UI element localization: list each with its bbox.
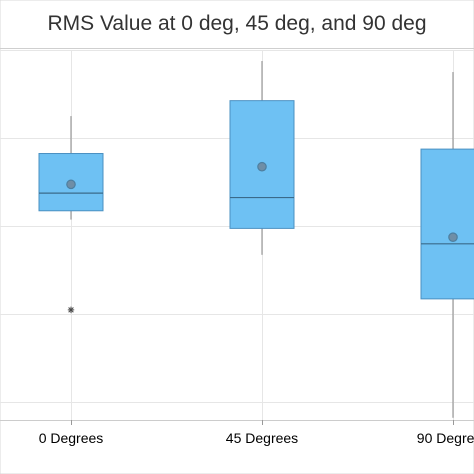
x-tick-label-1: 45 Degrees [226, 430, 298, 446]
mean-marker-2 [448, 232, 458, 243]
box-2 [420, 148, 474, 300]
x-tick-layer: 0 Degrees 45 Degrees 90 Degrees [39, 420, 474, 446]
outlier-marker-0-0 [67, 306, 75, 314]
box-group-2 [420, 72, 474, 418]
box-group-1 [229, 61, 295, 255]
mean-marker-1 [257, 161, 267, 172]
outlier-stroke-d2 [68, 307, 74, 313]
box-group-0 [38, 116, 104, 314]
marks-layer [38, 61, 474, 418]
mean-marker-0 [66, 179, 76, 190]
x-tick-label-2: 90 Degrees [417, 430, 474, 446]
chart-title: RMS Value at 0 deg, 45 deg, and 90 deg [47, 12, 426, 35]
x-tick-label-0: 0 Degrees [39, 430, 104, 446]
